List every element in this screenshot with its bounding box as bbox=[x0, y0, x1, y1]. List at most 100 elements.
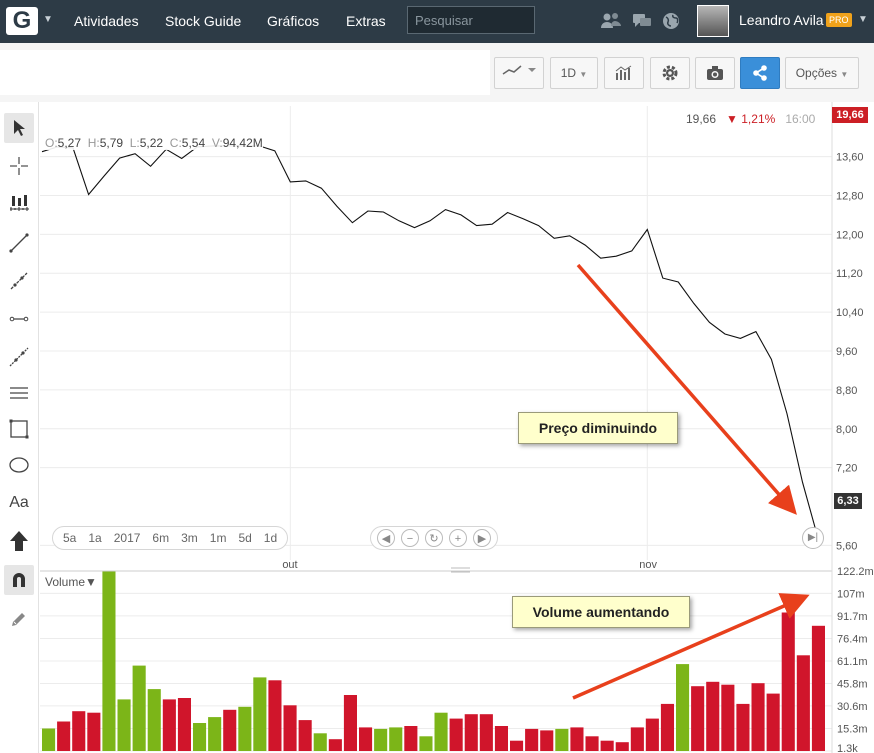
settings-button[interactable] bbox=[650, 57, 690, 89]
volume-indicator-label[interactable]: Volume▼ bbox=[45, 575, 100, 589]
zoom-in-icon[interactable]: + bbox=[449, 529, 467, 547]
range-1m[interactable]: 1m bbox=[209, 531, 227, 545]
users-icon[interactable] bbox=[600, 11, 622, 31]
interval-label: 1D bbox=[560, 66, 577, 80]
parallel-lines-icon bbox=[10, 387, 28, 399]
ellipse-tool[interactable] bbox=[4, 450, 34, 480]
volume-bar bbox=[479, 714, 493, 751]
volume-bar bbox=[615, 742, 629, 751]
range-5a[interactable]: 5a bbox=[63, 531, 77, 545]
volume-bar bbox=[208, 717, 222, 751]
price-tick-label: 13,60 bbox=[836, 152, 864, 164]
interval-button[interactable]: 1D ▼ bbox=[550, 57, 598, 89]
volume-bar bbox=[585, 736, 599, 751]
nav-item-extras[interactable]: Extras bbox=[346, 13, 386, 29]
user-name[interactable]: Leandro Avila bbox=[739, 12, 824, 28]
stock-chart[interactable]: 13,60 12,80 12,00 11,20 10,40 9,60 8,80 8,00 7,2… bbox=[0, 102, 874, 753]
volume-tick-label: 61.1m bbox=[837, 656, 868, 668]
price-line bbox=[41, 145, 819, 539]
chat-icon[interactable] bbox=[631, 11, 653, 31]
crosshair-tool[interactable] bbox=[4, 151, 34, 181]
cursor-icon bbox=[14, 120, 25, 136]
volume-bar bbox=[147, 689, 161, 751]
quote-price: 19,66 bbox=[686, 112, 717, 126]
price-tick-label: 7,20 bbox=[836, 463, 857, 475]
price-tick-label: 12,00 bbox=[836, 229, 864, 241]
range-6m[interactable]: 6m bbox=[152, 531, 170, 545]
search-input[interactable]: Pesquisar bbox=[407, 6, 535, 34]
text-tool[interactable]: Aa bbox=[9, 494, 29, 511]
chart-toolbar: 1D ▼ Opções ▼ bbox=[0, 43, 874, 102]
scroll-controls: ◀ − ↻ + ▶ bbox=[370, 526, 498, 550]
volume-bar bbox=[328, 739, 342, 751]
range-1a[interactable]: 1a bbox=[88, 531, 102, 545]
close-value: 5,54 bbox=[181, 136, 206, 150]
pencil-tool[interactable] bbox=[4, 604, 34, 634]
volume-bar bbox=[162, 699, 176, 751]
horizontal-line-tool[interactable] bbox=[4, 304, 34, 334]
arrow-tool[interactable] bbox=[4, 526, 34, 556]
extended-line-tool[interactable] bbox=[4, 342, 34, 372]
options-button[interactable]: Opções ▼ bbox=[785, 57, 859, 89]
range-2017[interactable]: 2017 bbox=[113, 531, 141, 545]
volume-bar bbox=[600, 740, 614, 751]
volume-bar bbox=[57, 721, 71, 751]
nav-item-atividades[interactable]: Atividades bbox=[74, 13, 139, 29]
scroll-to-end-icon[interactable]: ▶| bbox=[802, 527, 824, 549]
indicators-icon bbox=[615, 65, 632, 80]
volume-tick-label: 1.3k bbox=[837, 743, 858, 753]
volume-bar bbox=[494, 726, 508, 751]
range-3m[interactable]: 3m bbox=[181, 531, 198, 545]
price-tick-label: 8,00 bbox=[836, 424, 857, 436]
chevron-down-icon[interactable]: ▼ bbox=[43, 14, 53, 25]
rectangle-tool[interactable] bbox=[4, 414, 34, 444]
price-axis: 13,60 12,80 12,00 11,20 10,40 9,60 8,80 8,00 7,2… bbox=[836, 152, 864, 553]
top-nav: G ▼ Atividades Stock Guide Gráficos Extr… bbox=[0, 0, 874, 43]
nav-item-stock-guide[interactable]: Stock Guide bbox=[165, 13, 242, 29]
price-tick-label: 11,20 bbox=[836, 268, 863, 280]
volume-tick-label: 76.4m bbox=[837, 633, 868, 645]
scroll-left-icon[interactable]: ◀ bbox=[377, 529, 395, 547]
volume-bar bbox=[510, 740, 524, 751]
pro-badge: PRO bbox=[826, 13, 852, 27]
range-1d[interactable]: 1d bbox=[263, 531, 278, 545]
reset-icon[interactable]: ↻ bbox=[425, 529, 443, 547]
volume-bar bbox=[525, 728, 539, 751]
trendline-icon bbox=[9, 233, 29, 253]
ray-tool[interactable] bbox=[4, 266, 34, 296]
globe-icon[interactable] bbox=[660, 11, 682, 31]
volume-bar bbox=[313, 733, 327, 751]
volume-tick-label: 107m bbox=[837, 588, 865, 600]
cursor-tool[interactable] bbox=[4, 113, 34, 143]
zoom-out-icon[interactable]: − bbox=[401, 529, 419, 547]
drawing-toolbar: Aa bbox=[0, 102, 39, 753]
avatar[interactable] bbox=[697, 5, 729, 37]
share-button[interactable] bbox=[740, 57, 780, 89]
chevron-down-icon[interactable]: ▼ bbox=[858, 14, 868, 25]
volume-value: 94,42M bbox=[222, 136, 263, 150]
volume-bar bbox=[691, 686, 705, 751]
volume-label: V: bbox=[211, 136, 223, 150]
volume-bar bbox=[449, 718, 463, 751]
snapshot-button[interactable] bbox=[695, 57, 735, 89]
scroll-right-icon[interactable]: ▶ bbox=[473, 529, 491, 547]
range-5d[interactable]: 5d bbox=[238, 531, 252, 545]
volume-bar bbox=[223, 709, 237, 751]
volume-bar bbox=[796, 655, 810, 751]
volume-bar bbox=[404, 726, 418, 751]
volume-bar bbox=[193, 723, 207, 751]
time-tick-label: nov bbox=[639, 559, 657, 571]
volume-bar bbox=[419, 736, 433, 751]
measure-tool[interactable] bbox=[4, 188, 34, 218]
nav-item-graficos[interactable]: Gráficos bbox=[267, 13, 320, 29]
parallel-lines-tool[interactable] bbox=[4, 378, 34, 408]
trendline-tool[interactable] bbox=[4, 228, 34, 258]
ray-icon bbox=[10, 272, 28, 290]
volume-bar bbox=[87, 712, 101, 751]
magnet-tool[interactable] bbox=[4, 565, 34, 595]
chart-type-button[interactable] bbox=[494, 57, 544, 89]
indicators-button[interactable] bbox=[604, 57, 644, 89]
time-axis: out nov bbox=[282, 559, 657, 571]
volume-bar bbox=[751, 683, 765, 751]
logo[interactable]: G bbox=[6, 7, 38, 35]
